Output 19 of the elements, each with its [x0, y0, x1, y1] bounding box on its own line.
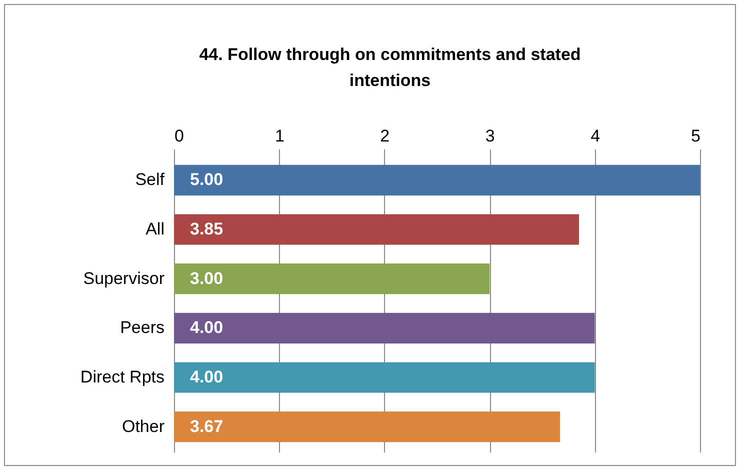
data-label: 3.67 — [190, 416, 224, 436]
data-label: 5.00 — [190, 170, 224, 190]
x-tick-label: 4 — [590, 126, 600, 146]
x-tick-label: 1 — [274, 126, 284, 146]
data-label: 3.00 — [190, 268, 224, 288]
x-tick-label: 2 — [380, 126, 390, 146]
data-label: 4.00 — [190, 318, 224, 338]
y-tick-label: Other — [122, 416, 165, 436]
y-tick-label: Supervisor — [83, 268, 165, 288]
y-tick-label: All — [146, 219, 164, 238]
data-label: 3.85 — [190, 219, 224, 238]
x-tick-label: 0 — [174, 126, 184, 146]
y-tick-label: Peers — [120, 318, 164, 338]
y-tick-label: Self — [135, 170, 165, 190]
data-label: 4.00 — [190, 368, 224, 387]
chart-title: 44. Follow through on commitments and stated intentions — [199, 45, 581, 90]
x-tick-label: 5 — [691, 126, 700, 146]
y-tick-label: Direct Rpts — [80, 368, 164, 387]
x-tick-label: 3 — [485, 126, 495, 146]
